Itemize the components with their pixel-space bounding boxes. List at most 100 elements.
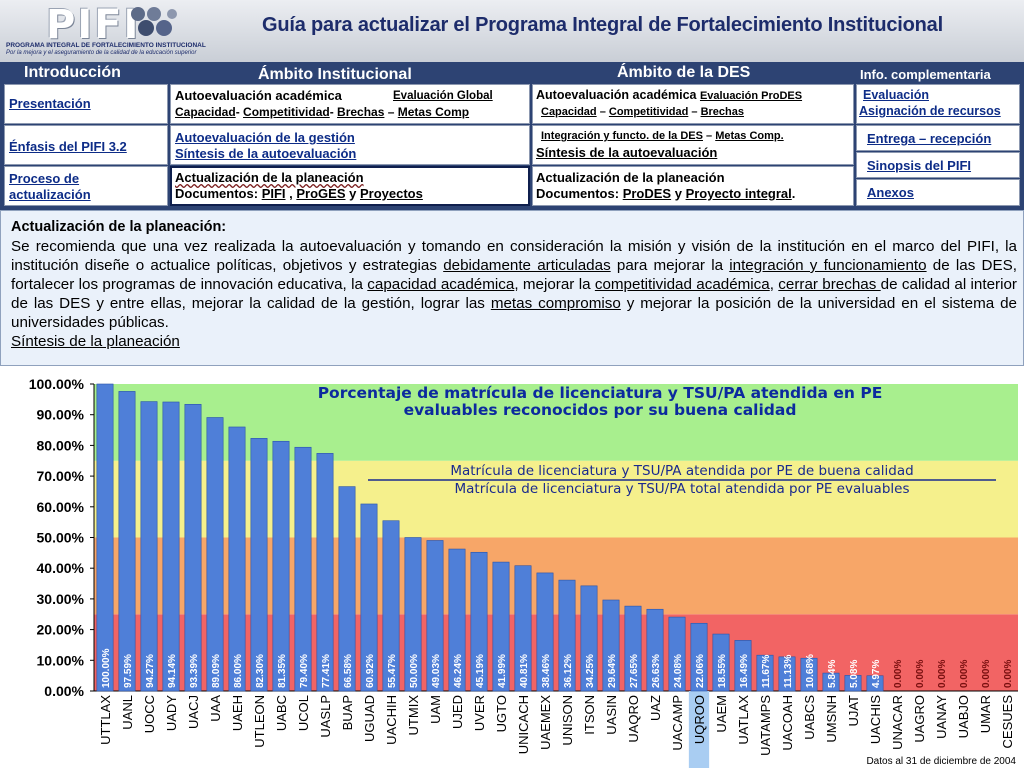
- value-label: 5.84%: [827, 660, 838, 688]
- x-tick-label: UAEMEX: [538, 695, 553, 750]
- value-label: 16.49%: [739, 654, 750, 688]
- pifi-logo[interactable]: PIFI PROGRAMA INTEGRAL DE FORTALECIMIENT…: [6, 2, 206, 60]
- link-pifi[interactable]: PIFI: [261, 186, 286, 201]
- bar-ujed: [448, 548, 466, 692]
- link-presentacion[interactable]: Presentación: [9, 96, 91, 111]
- bar-uaem: [712, 633, 730, 692]
- link-sintesis-inst[interactable]: Síntesis de la autoevaluación: [175, 146, 357, 161]
- des-links-row: Capacidad – Competitividad – Brechas: [541, 106, 744, 118]
- link-proceso-1[interactable]: Proceso de: [9, 171, 80, 186]
- value-label: 41.99%: [497, 654, 508, 688]
- label-actualizacion-des: Actualización de la planeación: [536, 170, 725, 185]
- link-integracion-funcionamiento[interactable]: integración y funcionamiento: [729, 257, 927, 274]
- cell-anexos: Anexos: [856, 179, 1020, 206]
- link-sintesis-des[interactable]: Síntesis de la autoevaluación: [536, 145, 718, 160]
- value-label: 97.59%: [123, 654, 134, 688]
- chart-area: 0.00% 10.00% 20.00% 30.00% 40.00% 50.00% 60.00…: [0, 366, 1024, 768]
- desc-text-5: ,: [769, 276, 779, 293]
- bar-uacj: [184, 403, 202, 692]
- bar-ugto: [492, 561, 510, 692]
- y-tick-label: 30.00%: [37, 591, 85, 607]
- link-integracion[interactable]: Integración y functo. de la DES: [541, 130, 703, 142]
- link-metas-comp[interactable]: Metas Comp: [397, 105, 470, 119]
- x-tick-label: UASIN: [604, 695, 619, 735]
- link-proceso-2[interactable]: actualización: [9, 187, 91, 202]
- link-proges[interactable]: ProGES: [296, 186, 346, 201]
- bar-uaa: [206, 417, 224, 692]
- link-asignacion[interactable]: Asignación de recursos: [859, 104, 1001, 118]
- bar-umsnh: [822, 672, 840, 692]
- x-tick-label: UJED: [450, 695, 465, 729]
- value-label: 29.64%: [607, 654, 618, 688]
- link-cerrar-brechas[interactable]: cerrar brechas: [778, 276, 881, 293]
- inst-header[interactable]: Ámbito Institucional: [258, 66, 412, 83]
- link-competitividad[interactable]: Competitividad: [243, 105, 330, 119]
- cell-evaluacion: Evaluación Asignación de recursos: [856, 84, 1020, 124]
- link-proyectos[interactable]: Proyectos: [359, 186, 423, 201]
- y-tick-label: 60.00%: [37, 499, 85, 515]
- link-prodes[interactable]: ProDES: [622, 186, 672, 201]
- cell-inst-actualizacion: Actualización de la planeación Documento…: [170, 166, 530, 206]
- description-panel: Actualización de la planeación: Se recom…: [0, 210, 1024, 366]
- bar-uaemex: [536, 572, 554, 692]
- x-tick-label: UATAMPS: [758, 695, 773, 756]
- x-tick-label: UABCS: [802, 695, 817, 740]
- bar-uaz: [646, 608, 664, 692]
- link-des-brechas[interactable]: Brechas: [700, 106, 744, 118]
- link-enfasis[interactable]: Énfasis del PIFI 3.2: [9, 139, 127, 154]
- link-anexos[interactable]: Anexos: [867, 185, 914, 200]
- link-des-capacidad[interactable]: Capacidad: [541, 106, 597, 118]
- desc-text-7: y mejorar la posición de la universidad …: [11, 295, 1017, 331]
- x-tick-label: UACAMP: [670, 695, 685, 751]
- value-label: 0.00%: [893, 660, 904, 688]
- value-label: 10.68%: [805, 654, 816, 688]
- link-entrega[interactable]: Entrega – recepción: [867, 131, 992, 146]
- link-capacidad-academica[interactable]: capacidad académica: [367, 276, 515, 293]
- chart-title-line2: evaluables reconocidos por su buena cali…: [404, 401, 797, 419]
- value-label: 60.92%: [365, 654, 376, 688]
- link-capacidad[interactable]: Capacidad: [175, 105, 236, 119]
- link-sinopsis[interactable]: Sinopsis del PIFI: [867, 158, 972, 173]
- link-competitividad-academica[interactable]: competitividad académica: [594, 276, 770, 293]
- x-tick-label: CESUES: [1000, 695, 1015, 749]
- value-label: 26.63%: [651, 654, 662, 688]
- bar-uatlax: [734, 640, 752, 692]
- bar-ucol: [294, 446, 312, 692]
- info-header[interactable]: Info. complementaria: [860, 67, 991, 82]
- value-label: 93.39%: [189, 654, 200, 688]
- x-tick-label: UABJO: [956, 695, 971, 738]
- value-label: 0.00%: [915, 660, 926, 688]
- link-eval-prodes[interactable]: Evaluación ProDES: [699, 90, 803, 102]
- link-evaluacion[interactable]: Evaluación: [863, 88, 929, 102]
- link-brechas[interactable]: Brechas: [337, 105, 385, 119]
- link-des-competitividad[interactable]: Competitividad: [608, 106, 689, 118]
- link-debidamente-articuladas[interactable]: debidamente articuladas: [443, 257, 611, 274]
- x-tick-label: UQROO: [692, 695, 707, 744]
- bar-unison: [558, 579, 576, 692]
- chart-footnote: Datos al 31 de diciembre de 2004: [866, 756, 1016, 767]
- x-tick-label: ITSON: [582, 695, 597, 735]
- link-sintesis-planeacion[interactable]: Síntesis de la planeación: [11, 333, 180, 350]
- y-tick-label: 70.00%: [37, 468, 85, 484]
- y-tick-label: 10.00%: [37, 652, 85, 668]
- link-des-metas[interactable]: Metas Comp.: [715, 130, 784, 142]
- inst-links-row: Capacidad- Competitividad- Brechas – Met…: [175, 105, 470, 119]
- label-y: y: [349, 186, 357, 201]
- x-tick-label: UAQRO: [626, 695, 641, 743]
- des-integracion-row: Integración y functo. de la DES – Metas …: [541, 130, 784, 142]
- link-eval-global[interactable]: Evaluación Global: [393, 90, 493, 102]
- desc-text-4: , mejorar la: [514, 276, 595, 293]
- cell-entrega: Entrega – recepción: [856, 125, 1020, 151]
- link-proyecto-integral[interactable]: Proyecto integral: [685, 186, 792, 201]
- bar-uguad: [360, 503, 378, 692]
- des-header[interactable]: Ámbito de la DES: [617, 64, 751, 81]
- navigation-table: Introducción Ámbito Institucional Ámbito…: [0, 62, 1024, 210]
- link-autoeval-gestion[interactable]: Autoevaluación de la gestión: [175, 130, 355, 145]
- link-metas-compromiso[interactable]: metas compromiso: [490, 295, 621, 312]
- value-label: 45.19%: [475, 654, 486, 688]
- link-actualizacion-inst[interactable]: Actualización de la planeación: [175, 170, 364, 185]
- value-label: 86.00%: [233, 654, 244, 688]
- x-tick-label: UGTO: [494, 695, 509, 732]
- x-tick-label: UAGRO: [912, 695, 927, 743]
- intro-header[interactable]: Introducción: [24, 64, 121, 81]
